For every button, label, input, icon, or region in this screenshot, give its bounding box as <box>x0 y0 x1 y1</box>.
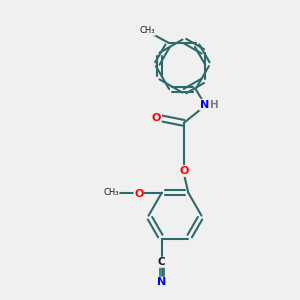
Text: O: O <box>179 166 188 176</box>
Text: O: O <box>134 189 143 199</box>
Text: N: N <box>200 100 209 110</box>
Text: H: H <box>209 100 218 110</box>
Text: N: N <box>157 277 167 287</box>
Text: CH₃: CH₃ <box>103 188 119 197</box>
Text: CH₃: CH₃ <box>140 26 155 35</box>
Text: C: C <box>158 257 166 267</box>
Text: O: O <box>152 113 161 123</box>
